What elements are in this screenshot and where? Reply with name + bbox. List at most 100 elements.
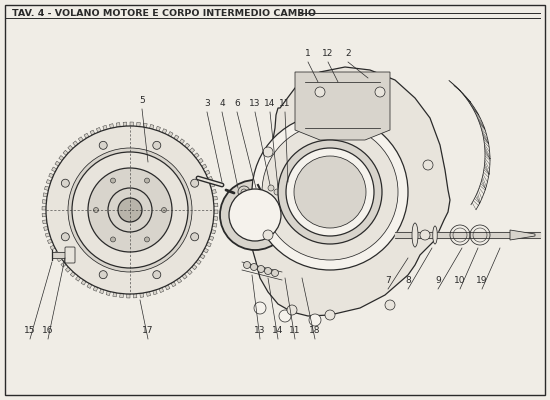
Polygon shape <box>49 173 54 178</box>
Circle shape <box>286 148 374 236</box>
FancyBboxPatch shape <box>65 247 75 263</box>
Polygon shape <box>73 141 78 146</box>
Text: 8: 8 <box>405 276 411 285</box>
Polygon shape <box>213 196 217 200</box>
Circle shape <box>294 156 366 228</box>
Polygon shape <box>68 145 73 151</box>
Circle shape <box>94 208 98 212</box>
Polygon shape <box>210 183 214 187</box>
Polygon shape <box>143 123 147 128</box>
Circle shape <box>191 233 199 241</box>
Polygon shape <box>106 291 111 296</box>
Circle shape <box>309 314 321 326</box>
Text: 4: 4 <box>219 99 225 108</box>
Polygon shape <box>189 148 195 153</box>
Circle shape <box>108 188 152 232</box>
Circle shape <box>315 87 325 97</box>
Polygon shape <box>46 180 51 184</box>
Polygon shape <box>55 161 60 166</box>
Circle shape <box>153 141 161 149</box>
Text: 1: 1 <box>305 49 311 58</box>
Polygon shape <box>61 262 66 267</box>
Circle shape <box>254 302 266 314</box>
Circle shape <box>46 126 214 294</box>
Polygon shape <box>174 135 179 140</box>
Circle shape <box>244 262 250 268</box>
Circle shape <box>250 264 257 270</box>
Circle shape <box>420 230 430 240</box>
Polygon shape <box>126 294 130 298</box>
Polygon shape <box>47 239 52 244</box>
Polygon shape <box>87 283 92 288</box>
Circle shape <box>68 148 192 272</box>
Polygon shape <box>78 137 84 142</box>
Circle shape <box>274 189 280 195</box>
Polygon shape <box>153 290 157 295</box>
Polygon shape <box>202 164 207 169</box>
Text: 19: 19 <box>476 276 488 285</box>
Polygon shape <box>96 128 101 132</box>
Polygon shape <box>42 220 47 224</box>
Circle shape <box>145 178 150 183</box>
Circle shape <box>287 305 297 315</box>
Polygon shape <box>214 210 218 214</box>
Text: 7: 7 <box>385 276 391 285</box>
Circle shape <box>252 114 408 270</box>
Circle shape <box>279 310 291 322</box>
Polygon shape <box>156 126 161 131</box>
Text: 13: 13 <box>254 326 266 335</box>
Polygon shape <box>179 139 184 144</box>
Circle shape <box>293 183 299 189</box>
Polygon shape <box>116 123 120 127</box>
Circle shape <box>229 189 281 241</box>
Text: 16: 16 <box>42 326 54 335</box>
Polygon shape <box>59 156 64 161</box>
Circle shape <box>423 160 433 170</box>
Polygon shape <box>42 213 46 217</box>
Circle shape <box>99 271 107 279</box>
Circle shape <box>263 147 273 157</box>
Polygon shape <box>162 129 167 134</box>
Text: 11: 11 <box>279 99 291 108</box>
Circle shape <box>241 189 247 195</box>
Polygon shape <box>103 125 107 130</box>
Polygon shape <box>70 272 75 277</box>
Polygon shape <box>50 245 55 250</box>
Polygon shape <box>510 230 535 240</box>
Polygon shape <box>45 186 49 190</box>
Polygon shape <box>52 167 57 172</box>
Polygon shape <box>194 153 199 158</box>
Circle shape <box>62 233 69 241</box>
Polygon shape <box>81 280 86 285</box>
Polygon shape <box>168 132 173 137</box>
Polygon shape <box>212 223 217 227</box>
Polygon shape <box>295 72 390 140</box>
Text: 13: 13 <box>249 99 261 108</box>
Polygon shape <box>136 122 140 126</box>
Polygon shape <box>133 294 137 298</box>
Circle shape <box>287 188 293 194</box>
Polygon shape <box>159 288 164 292</box>
Circle shape <box>111 237 116 242</box>
Circle shape <box>88 168 172 252</box>
Polygon shape <box>100 289 104 294</box>
Polygon shape <box>63 150 68 156</box>
Text: TAV. 4 - VOLANO MOTORE E CORPO INTERMEDIO CAMBIO: TAV. 4 - VOLANO MOTORE E CORPO INTERMEDI… <box>12 8 316 18</box>
Text: 14: 14 <box>265 99 276 108</box>
Polygon shape <box>196 259 201 264</box>
Circle shape <box>145 237 150 242</box>
Polygon shape <box>245 67 450 316</box>
Text: 9: 9 <box>435 276 441 285</box>
Text: 14: 14 <box>272 326 284 335</box>
Polygon shape <box>42 206 46 210</box>
Circle shape <box>263 230 273 240</box>
Polygon shape <box>45 233 50 237</box>
Polygon shape <box>75 276 81 281</box>
Circle shape <box>272 270 278 276</box>
Polygon shape <box>57 257 62 262</box>
Text: 3: 3 <box>204 99 210 108</box>
Circle shape <box>281 184 287 190</box>
Polygon shape <box>109 124 114 128</box>
Polygon shape <box>214 203 218 207</box>
Circle shape <box>262 124 398 260</box>
